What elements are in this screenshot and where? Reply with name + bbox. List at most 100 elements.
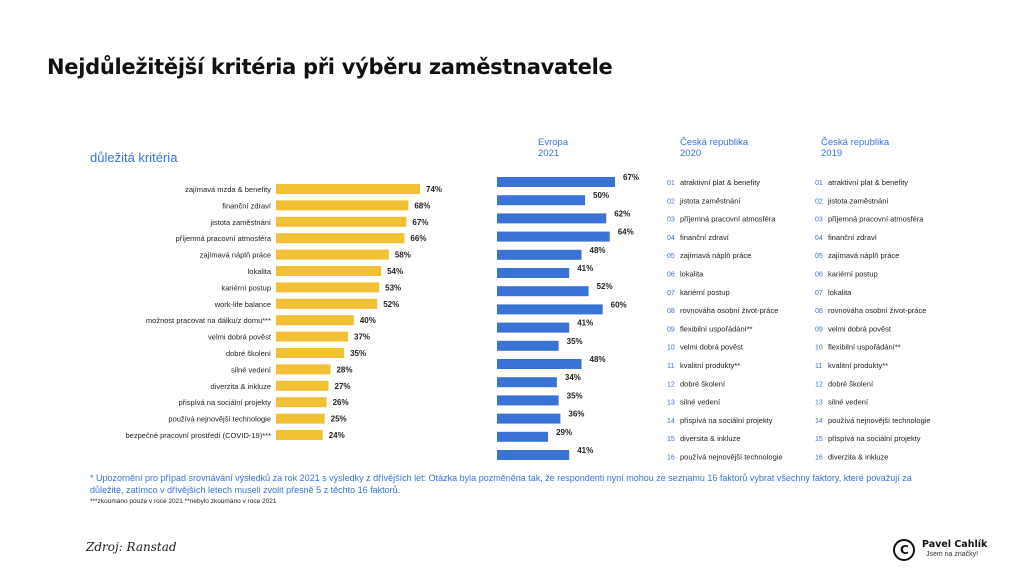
category-label: bezpečné pracovní prostředí (COVID-19)**…	[126, 431, 272, 440]
cz2020-item-label: zajímavá náplň práce	[680, 251, 751, 260]
bar-yellow	[276, 249, 389, 260]
cz2019-item-rank: 15	[815, 436, 823, 443]
bar-blue	[497, 413, 561, 424]
bar-yellow	[276, 315, 354, 326]
bar-blue	[497, 213, 607, 224]
category-label: jistota zaměstnání	[210, 218, 272, 227]
value-label: 53%	[385, 283, 401, 292]
bar-blue	[497, 395, 559, 406]
category-label: lokalita	[248, 267, 272, 276]
value-label: 60%	[611, 300, 627, 309]
brand-copyright-icon: C	[893, 539, 915, 561]
cz2020-item-label: flexibilní uspořádání**	[680, 324, 753, 333]
cz2019-item-label: kariérní postup	[828, 270, 878, 279]
value-label: 35%	[567, 337, 583, 346]
cz2020-item-rank: 12	[667, 381, 675, 388]
cz2019-item-label: lokalita	[828, 288, 852, 297]
value-label: 41%	[577, 446, 593, 455]
slide-title: Nejdůležitější kritéria při výběru zaměs…	[47, 55, 613, 79]
category-label: příjemná pracovní atmosféra	[176, 234, 272, 243]
bar-blue	[497, 322, 570, 333]
cz2019-item-rank: 06	[815, 272, 823, 279]
cz2019-item-rank: 09	[815, 326, 823, 333]
cz2019-item-rank: 12	[815, 381, 823, 388]
bar-yellow	[276, 413, 325, 424]
value-label: 64%	[618, 228, 634, 237]
source-label: Zdroj: Ranstad	[86, 540, 177, 554]
cz2020-item-rank: 08	[667, 308, 675, 315]
footnote: ***zkoumáno pouze v roce 2021 **nebylo z…	[90, 498, 277, 505]
bar-blue	[497, 377, 557, 388]
bar-yellow	[276, 298, 378, 309]
category-label: přispívá na sociální projekty	[178, 398, 271, 407]
cz2019-item-label: kvalitní produkty**	[828, 361, 888, 370]
bar-yellow	[276, 331, 348, 342]
bar-yellow	[276, 380, 329, 391]
cz2019-item-label: silné vedení	[828, 398, 869, 407]
value-label: 29%	[556, 428, 572, 437]
category-label: používá nejnovější technologie	[168, 415, 271, 424]
cz2020-item-label: přispívá na sociální projekty	[680, 416, 773, 425]
bar-blue	[497, 195, 586, 206]
category-label: velmi dobrá pověst	[208, 333, 272, 342]
cz2019-item-rank: 02	[815, 198, 823, 205]
value-label: 40%	[360, 316, 376, 325]
category-label: diverzita & inkluze	[211, 382, 271, 391]
cz2020-item-label: příjemná pracovní atmosféra	[680, 215, 776, 224]
category-label: work-life balance	[214, 300, 271, 309]
bar-yellow	[276, 233, 405, 244]
value-label: 54%	[387, 267, 403, 276]
value-label: 26%	[333, 398, 349, 407]
cz2019-item-label: dobré školení	[828, 379, 874, 388]
cz2019-item-rank: 01	[815, 180, 823, 187]
cz2019-item-label: finanční zdraví	[828, 233, 878, 242]
value-label: 74%	[426, 185, 442, 194]
europe-header-line1: Evropa	[538, 137, 569, 148]
category-label: zajímavá náplň práce	[200, 251, 271, 260]
brand-logo: C Pavel Cahlík Jsem na značky!	[893, 536, 1003, 566]
comparison-note: * Upozornění pro případ srovnávání výsle…	[90, 473, 912, 495]
cz2020-item-rank: 06	[667, 272, 675, 279]
bar-yellow	[276, 282, 380, 293]
value-label: 52%	[597, 282, 613, 291]
value-label: 50%	[593, 191, 609, 200]
cz2019-item-rank: 14	[815, 418, 823, 425]
value-label: 24%	[329, 431, 345, 440]
category-label: finanční zdraví	[222, 201, 272, 210]
cz2019-item-rank: 16	[815, 455, 823, 462]
category-label: zajímavá mzda & benefity	[185, 185, 271, 194]
value-label: 34%	[565, 373, 581, 382]
cz2019-item-label: atraktivní plat & benefity	[828, 178, 908, 187]
cz2020-item-rank: 01	[667, 180, 675, 187]
value-label: 25%	[331, 415, 347, 424]
cz2019-item-label: flexibilní uspořádání**	[828, 343, 901, 352]
cz2019-item-rank: 11	[815, 363, 822, 370]
brand-tagline: Jsem na značky!	[926, 551, 979, 558]
europe-header: Evropa 2021	[538, 137, 568, 159]
cz2019-item-rank: 04	[815, 235, 823, 242]
cz2019-item-rank: 05	[815, 253, 823, 260]
cz2020-item-label: dobré školení	[680, 379, 726, 388]
cz2019-item-rank: 03	[815, 217, 823, 224]
value-label: 67%	[623, 173, 639, 182]
cz2020-item-label: kvalitní produkty**	[680, 361, 740, 370]
cz2020-item-label: jistota zaměstnání	[679, 196, 741, 205]
cz2020-item-label: atraktivní plat & benefity	[680, 178, 760, 187]
cz2020-item-rank: 04	[667, 235, 675, 242]
value-label: 66%	[410, 234, 426, 243]
cz2019-item-label: příjemná pracovní atmosféra	[828, 215, 924, 224]
bar-blue	[497, 177, 615, 187]
bar-yellow	[276, 200, 409, 211]
bar-yellow	[276, 348, 345, 358]
bar-blue	[497, 231, 610, 242]
cz2020-item-rank: 10	[667, 345, 675, 352]
category-label: možnost pracovat na dálku/z domu***	[146, 316, 271, 325]
value-label: 41%	[577, 264, 593, 273]
value-label: 62%	[614, 209, 630, 218]
cz2019-item-rank: 07	[815, 290, 823, 297]
cz2020-header-line1: Česká republika	[680, 137, 749, 148]
cz2019-item-label: velmi dobrá pověst	[828, 324, 892, 333]
cz2019-header-line1: Česká republika	[821, 137, 890, 148]
cz2019-item-rank: 10	[815, 345, 823, 352]
